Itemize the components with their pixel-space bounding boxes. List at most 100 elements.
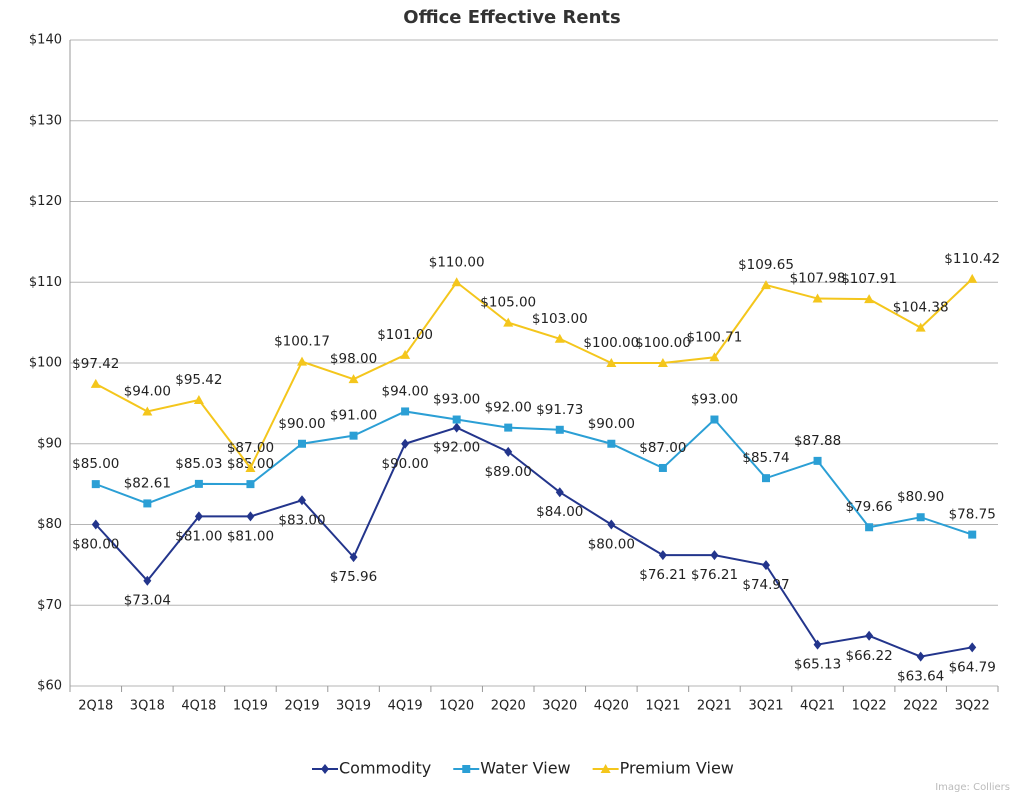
data-label: $91.73 (536, 402, 583, 418)
y-tick-label: $90 (37, 436, 62, 451)
data-label: $110.42 (944, 251, 1000, 267)
data-label: $100.71 (687, 329, 743, 345)
marker (90, 378, 101, 388)
marker (91, 519, 100, 530)
data-label: $100.17 (274, 334, 330, 350)
marker (348, 374, 359, 384)
data-label: $78.75 (949, 507, 996, 523)
data-label: $95.42 (175, 372, 222, 388)
marker (401, 407, 410, 416)
marker (91, 480, 100, 489)
marker (321, 764, 329, 774)
marker (452, 422, 461, 433)
data-label: $80.00 (72, 537, 119, 553)
data-label: $81.00 (175, 528, 222, 544)
data-label: $64.79 (949, 659, 996, 675)
data-label: $109.65 (738, 257, 794, 273)
marker (710, 550, 719, 561)
x-tick-label: 3Q19 (336, 699, 371, 714)
marker (915, 322, 926, 332)
marker (709, 352, 720, 362)
chart-title: Office Effective Rents (403, 7, 620, 28)
y-tick-label: $120 (29, 194, 62, 209)
data-label: $98.00 (330, 351, 377, 367)
marker (400, 349, 411, 359)
data-label: $107.91 (841, 271, 897, 287)
x-tick-label: 4Q19 (388, 699, 423, 714)
data-label: $91.00 (330, 408, 377, 424)
marker (504, 423, 513, 432)
data-label: $81.00 (227, 528, 274, 544)
x-tick-label: 3Q22 (955, 699, 990, 714)
data-label: $90.00 (381, 456, 428, 472)
data-label: $107.98 (790, 271, 846, 287)
marker (554, 333, 565, 343)
x-tick-label: 2Q19 (284, 699, 319, 714)
x-tick-label: 4Q20 (594, 699, 629, 714)
marker (600, 764, 611, 773)
legend-label: Premium View (620, 759, 734, 778)
marker (607, 439, 616, 448)
x-tick-label: 3Q20 (542, 699, 577, 714)
marker (658, 463, 667, 472)
data-label: $75.96 (330, 569, 377, 585)
x-tick-label: 2Q21 (697, 699, 732, 714)
data-label: $76.21 (691, 567, 738, 583)
data-label: $100.00 (635, 335, 691, 351)
x-tick-label: 2Q18 (78, 699, 113, 714)
marker (349, 552, 358, 563)
x-tick-label: 1Q21 (645, 699, 680, 714)
x-tick-label: 3Q21 (748, 699, 783, 714)
x-tick-label: 4Q18 (181, 699, 216, 714)
marker (916, 513, 925, 522)
marker (555, 425, 564, 434)
marker (658, 550, 667, 561)
data-label: $85.74 (742, 450, 789, 466)
legend-label: Water View (480, 759, 570, 778)
marker (710, 415, 719, 424)
marker (298, 439, 306, 448)
marker (916, 651, 925, 662)
x-tick-label: 1Q22 (852, 699, 887, 714)
data-label: $85.03 (175, 456, 222, 472)
marker (968, 642, 977, 653)
data-label: $66.22 (845, 648, 892, 664)
marker (968, 530, 977, 539)
data-label: $93.00 (691, 392, 738, 408)
data-label: $85.00 (72, 456, 119, 472)
data-label: $94.00 (124, 383, 171, 399)
data-label: $93.00 (433, 392, 480, 408)
data-label: $63.64 (897, 669, 944, 685)
y-tick-label: $100 (29, 356, 62, 371)
series-line (95, 410, 973, 536)
data-label: $83.00 (278, 512, 325, 528)
data-label: $101.00 (377, 327, 433, 343)
series-line (95, 426, 973, 658)
marker (143, 575, 152, 586)
data-label: $76.21 (639, 567, 686, 583)
x-tick-label: 3Q18 (130, 699, 165, 714)
data-label: $90.00 (278, 416, 325, 432)
marker (194, 511, 203, 522)
x-tick-label: 2Q22 (903, 699, 938, 714)
credit: Image: Colliers (935, 782, 1010, 793)
data-label: $104.38 (893, 300, 949, 316)
data-label: $97.42 (72, 356, 119, 372)
y-tick-label: $110 (29, 275, 62, 290)
x-tick-label: 2Q20 (491, 699, 526, 714)
legend-label: Commodity (339, 759, 431, 778)
marker (298, 495, 306, 506)
marker (813, 639, 822, 650)
marker (246, 511, 255, 522)
data-label: $80.90 (897, 489, 944, 505)
data-label: $90.00 (588, 416, 635, 432)
series-line (95, 278, 973, 470)
data-label: $100.00 (583, 335, 639, 351)
marker (193, 394, 204, 404)
y-tick-label: $140 (29, 33, 62, 48)
data-label: $84.00 (536, 504, 583, 520)
x-tick-label: 1Q19 (233, 699, 268, 714)
marker (246, 480, 255, 489)
marker (349, 431, 358, 440)
marker (143, 499, 152, 508)
